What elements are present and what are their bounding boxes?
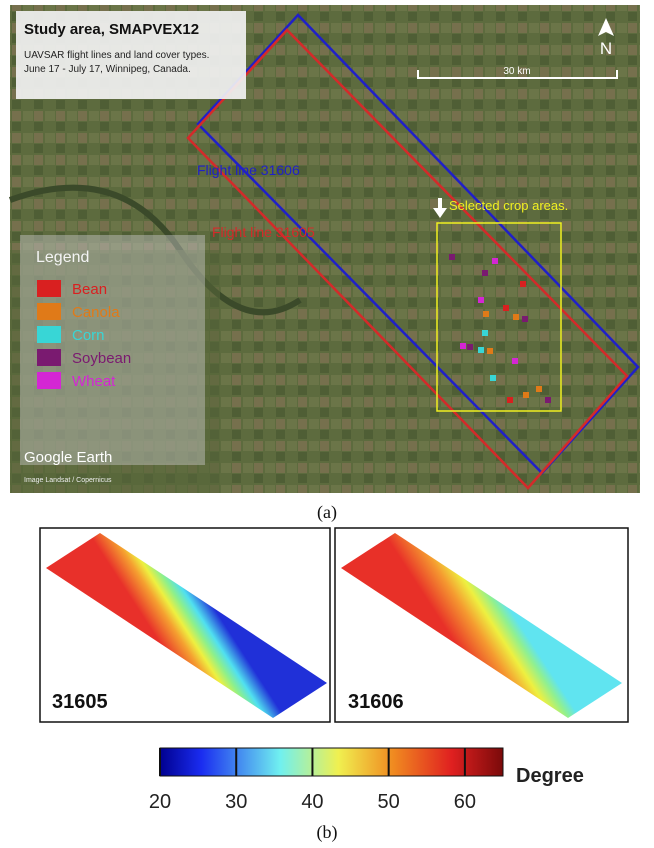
map-label: 31606 xyxy=(348,691,404,713)
north-label: N xyxy=(600,39,612,58)
legend-swatch xyxy=(37,349,61,366)
map-subtitle: June 17 - July 17, Winnipeg, Canada. xyxy=(24,64,191,75)
crop-field xyxy=(482,270,488,276)
crop-field xyxy=(478,297,484,303)
legend-swatch xyxy=(37,280,61,297)
caption: (a) xyxy=(317,502,337,523)
crop-field xyxy=(522,316,528,322)
flight-line-label: Flight line 31605 xyxy=(212,224,315,240)
colorbar-label: Degree xyxy=(516,765,584,787)
flight-line-label: Flight line 31606 xyxy=(197,162,300,178)
legend-label: Wheat xyxy=(72,373,116,390)
colorbar-tick-label: 50 xyxy=(378,791,400,813)
crop-field xyxy=(545,397,551,403)
crop-field xyxy=(460,343,466,349)
crop-field xyxy=(449,254,455,260)
legend-swatch xyxy=(37,372,61,389)
legend-swatch xyxy=(37,326,61,343)
map-title: Study area, SMAPVEX12 xyxy=(24,21,199,38)
crop-field xyxy=(478,347,484,353)
legend-label: Canola xyxy=(72,304,120,321)
legend-title: Legend xyxy=(36,249,89,266)
figure: Study area, SMAPVEX12 UAVSAR flight line… xyxy=(0,0,654,848)
colorbar xyxy=(160,748,503,776)
crop-field xyxy=(490,375,496,381)
crop-field xyxy=(492,258,498,264)
legend-swatch xyxy=(37,303,61,320)
colorbar-tick-label: 60 xyxy=(454,791,476,813)
crop-field xyxy=(487,348,493,354)
crop-field xyxy=(503,305,509,311)
crop-field xyxy=(507,397,513,403)
crop-field xyxy=(523,392,529,398)
colorbar-tick-label: 20 xyxy=(149,791,171,813)
map-label: 31605 xyxy=(52,691,108,713)
crop-field xyxy=(482,330,488,336)
caption: (b) xyxy=(317,822,338,843)
legend-label: Bean xyxy=(72,281,107,298)
colorbar-tick-label: 30 xyxy=(225,791,247,813)
legend-label: Corn xyxy=(72,327,105,344)
credit: Image Landsat / Copernicus xyxy=(24,477,112,484)
crop-field xyxy=(467,344,473,350)
crop-field xyxy=(513,314,519,320)
legend-label: Soybean xyxy=(72,350,131,367)
colorbar-tick-label: 40 xyxy=(301,791,323,813)
crop-label: Selected crop areas. xyxy=(449,198,568,213)
crop-field xyxy=(536,386,542,392)
crop-field xyxy=(512,358,518,364)
crop-field xyxy=(520,281,526,287)
watermark: Google Earth xyxy=(24,449,112,466)
crop-field xyxy=(483,311,489,317)
scale-label: 30 km xyxy=(503,66,530,77)
map-subtitle: UAVSAR flight lines and land cover types… xyxy=(24,50,209,61)
